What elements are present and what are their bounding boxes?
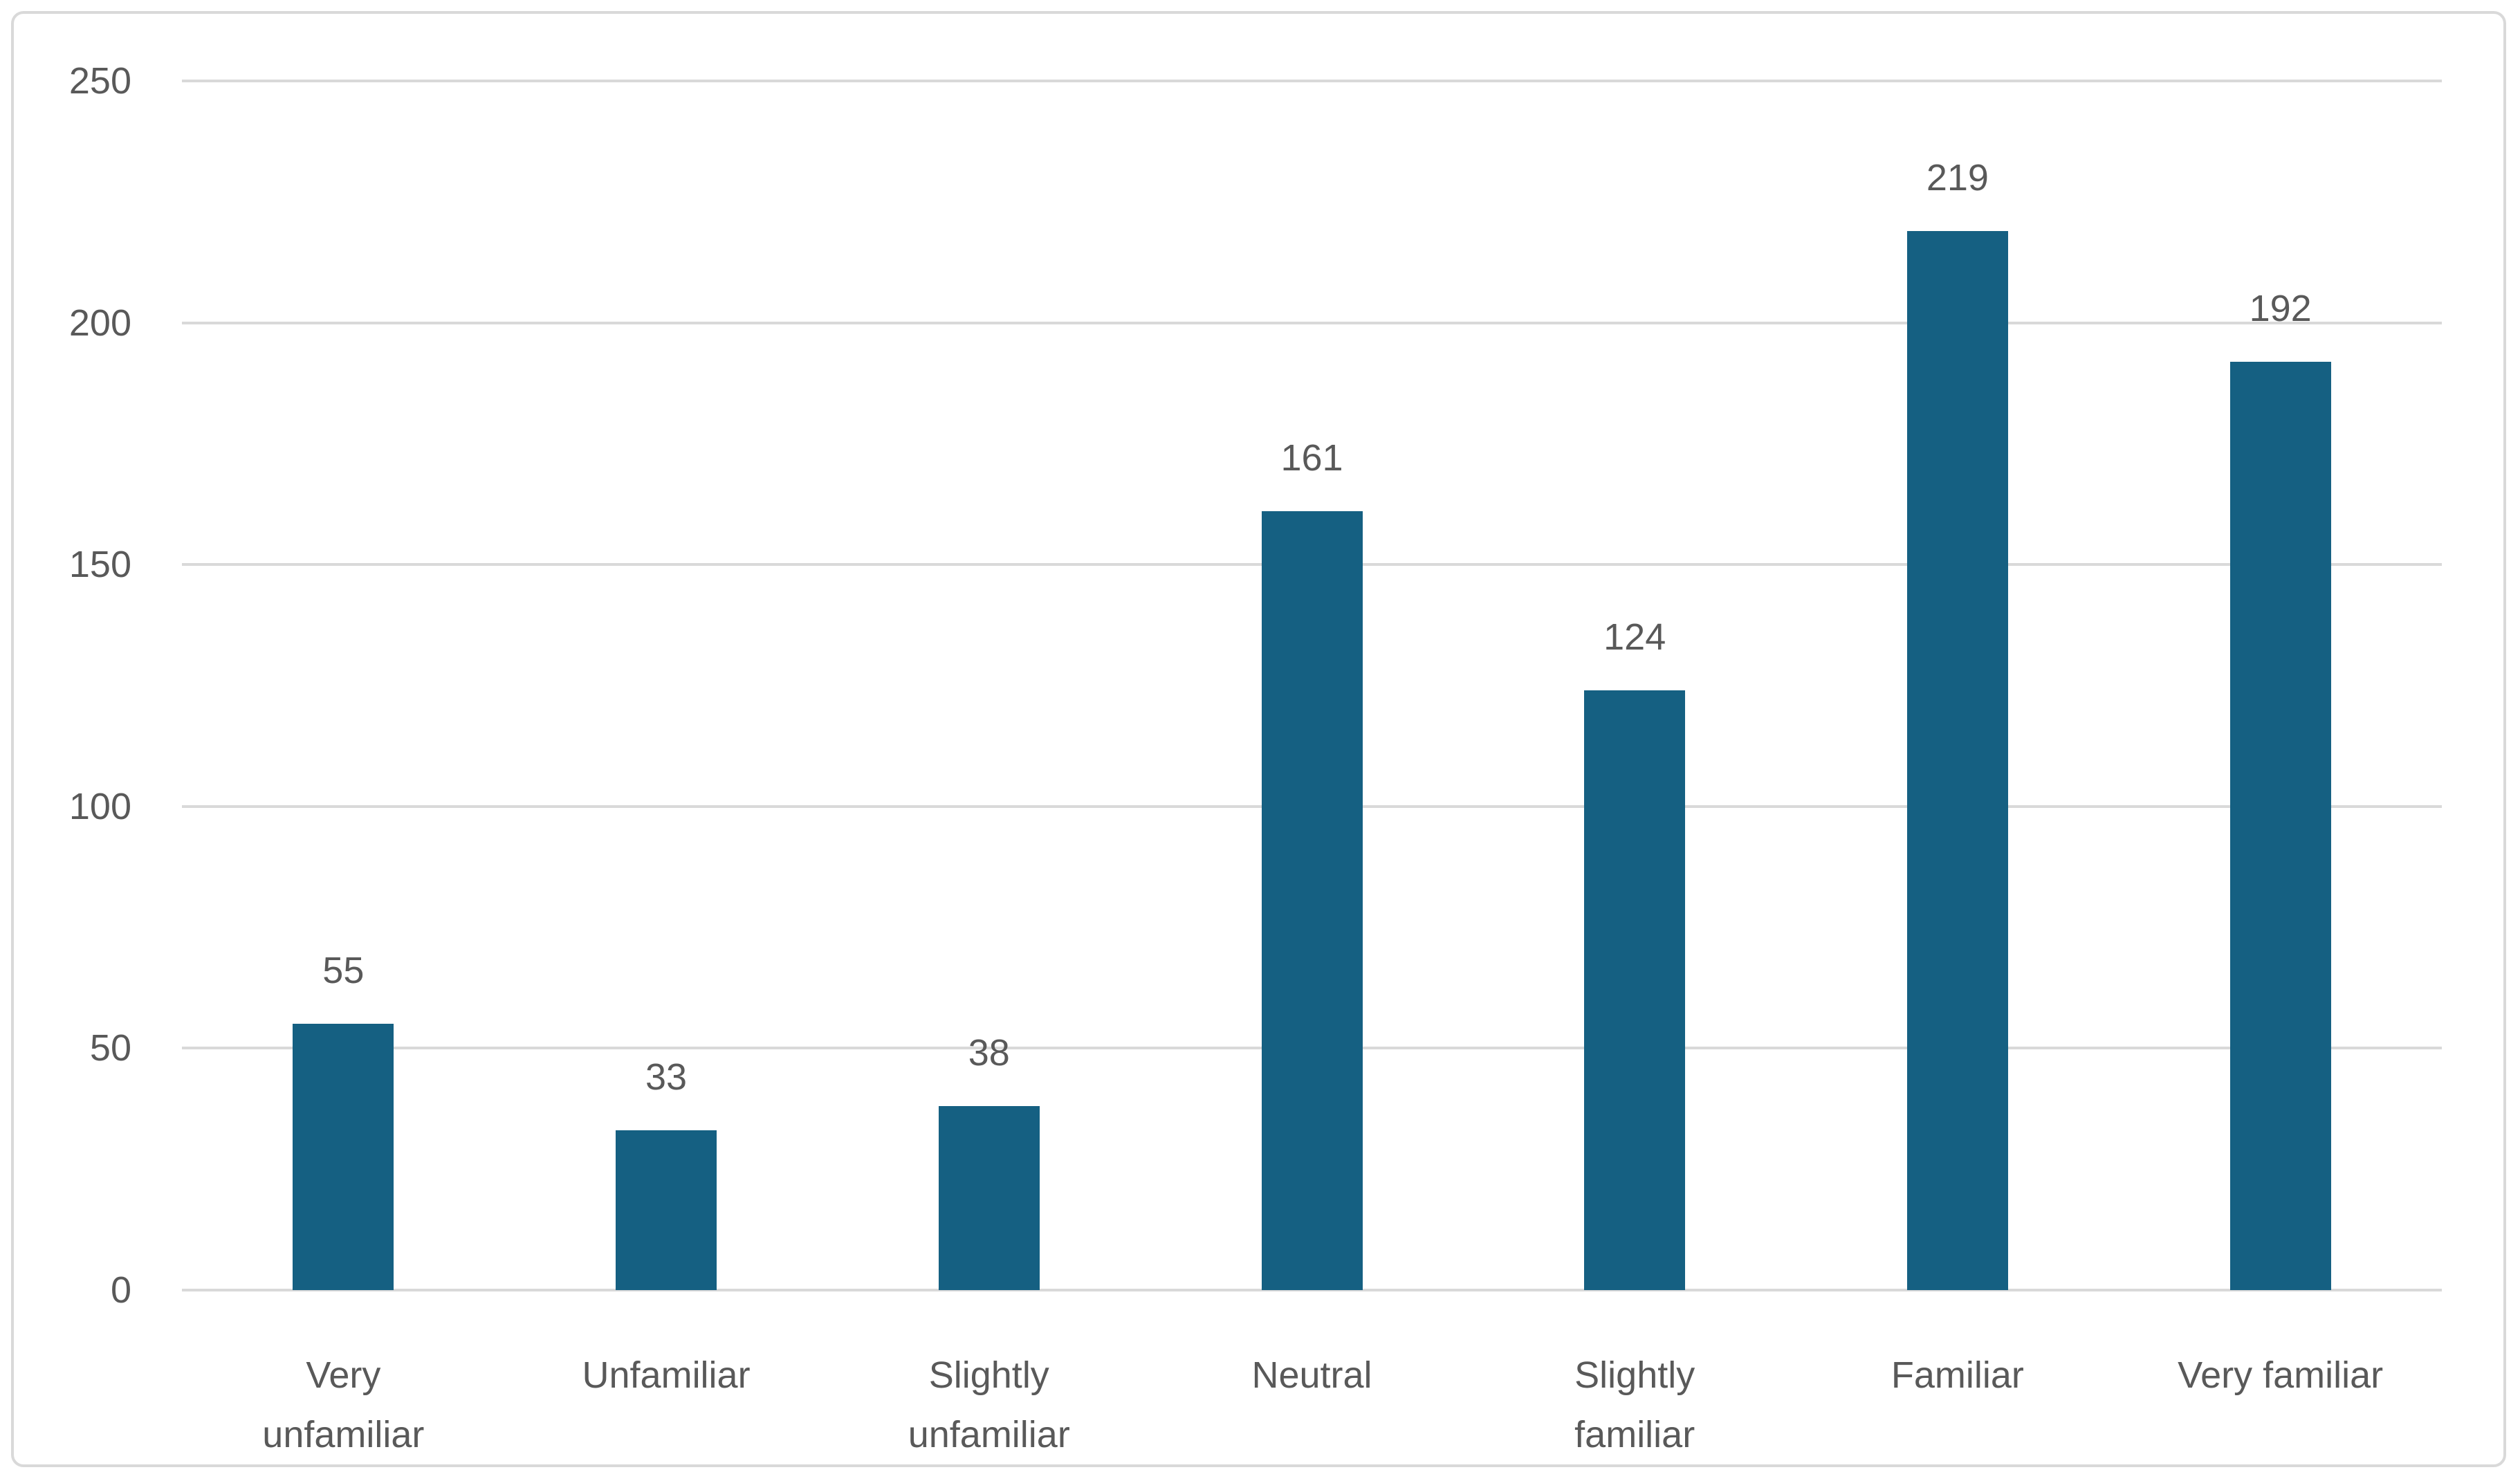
x-axis-tick-label-line: Very familiar xyxy=(2178,1354,2384,1396)
y-gridline-250 xyxy=(182,80,2442,82)
bar-unfamiliar xyxy=(616,1130,717,1290)
data-label: 192 xyxy=(2249,287,2312,329)
bar-neutral xyxy=(1261,511,1363,1290)
x-axis-tick-label-line: Slightly xyxy=(928,1354,1049,1396)
x-axis-tick-label: Very familiar xyxy=(2119,1345,2442,1405)
y-gridline-0 xyxy=(182,1289,2442,1291)
x-axis-tick-label: Unfamiliar xyxy=(505,1345,828,1405)
y-gridline-200 xyxy=(182,321,2442,324)
data-label: 33 xyxy=(645,1056,688,1098)
bar-very-familiar xyxy=(2229,361,2331,1290)
x-axis-tick-label-line: unfamiliar xyxy=(908,1414,1070,1455)
y-axis-tick-label: 0 xyxy=(110,1269,131,1311)
data-label: 161 xyxy=(1280,437,1343,479)
bar-slightly-unfamiliar xyxy=(938,1106,1040,1290)
x-axis-tick-label-line: Slightly xyxy=(1574,1354,1695,1396)
x-axis-tick-label-line: Neutral xyxy=(1251,1354,1372,1396)
data-label: 55 xyxy=(322,950,365,992)
x-axis-tick-label-line: Familiar xyxy=(1891,1354,2024,1396)
y-axis-tick-label: 150 xyxy=(68,544,131,586)
bar-familiar xyxy=(1906,230,2008,1290)
x-axis-tick-label-line: familiar xyxy=(1574,1414,1695,1455)
x-axis-tick-label: Slightly familiar xyxy=(1473,1345,1796,1464)
data-label: 38 xyxy=(968,1032,1010,1074)
y-axis-tick-label: 50 xyxy=(89,1027,131,1069)
x-axis-tick-label-line: unfamiliar xyxy=(262,1414,425,1455)
y-axis-tick-label: 250 xyxy=(68,60,131,102)
y-axis-tick-label: 100 xyxy=(68,785,131,827)
x-axis-tick-label: Familiar xyxy=(1796,1345,2119,1405)
x-axis-tick-label: Slightly unfamiliar xyxy=(827,1345,1150,1464)
chart-border-frame xyxy=(11,11,2506,1467)
x-axis-tick-label-line: Very xyxy=(306,1354,381,1396)
x-axis-tick-label: Very unfamiliar xyxy=(182,1345,505,1464)
data-label: 124 xyxy=(1603,616,1666,658)
x-axis-tick-label-line: Unfamiliar xyxy=(582,1354,751,1396)
x-axis-tick-label: Neutral xyxy=(1150,1345,1473,1405)
bar-slightly-familiar xyxy=(1584,690,1686,1290)
y-axis-tick-label: 200 xyxy=(68,302,131,344)
data-label: 219 xyxy=(1926,156,1989,199)
bar-very-unfamiliar xyxy=(293,1024,394,1290)
